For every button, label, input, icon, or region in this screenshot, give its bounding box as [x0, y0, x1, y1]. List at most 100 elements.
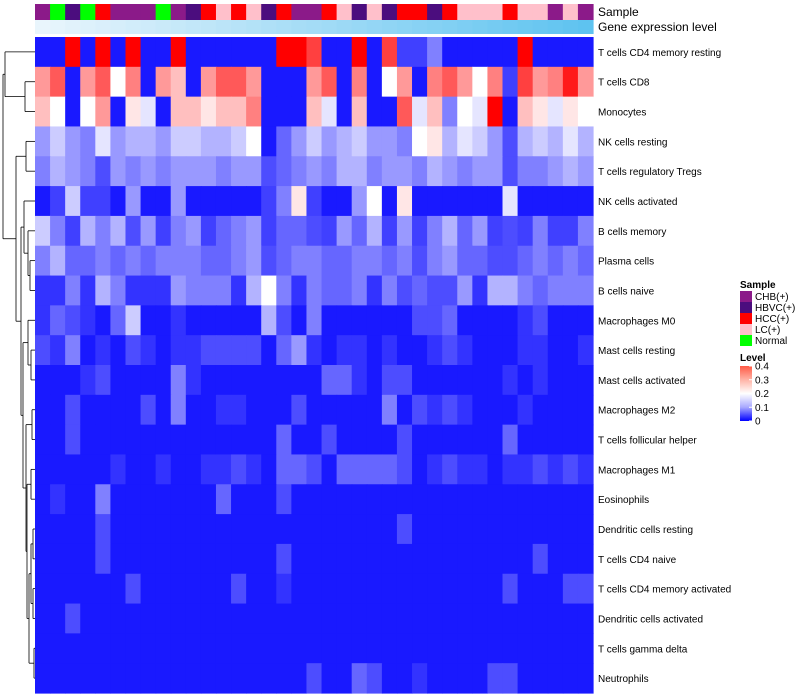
- heatmap-cell: [140, 335, 157, 366]
- heatmap-cell: [321, 454, 338, 485]
- heatmap-cell: [487, 126, 504, 157]
- heatmap-cell: [381, 96, 398, 128]
- heatmap-cell: [276, 514, 292, 545]
- row-label: B cells memory: [598, 227, 666, 238]
- sample-annotation-cell: [95, 4, 111, 20]
- heatmap-cell: [577, 96, 594, 128]
- heatmap-cell: [246, 484, 262, 515]
- heatmap-cell: [200, 365, 217, 396]
- row-label: T cells follicular helper: [598, 436, 697, 447]
- heatmap-cell: [577, 37, 594, 68]
- heatmap-cell: [65, 603, 81, 634]
- heatmap-cell: [246, 215, 262, 247]
- heatmap-cell: [562, 365, 579, 396]
- heatmap-cell: [95, 96, 111, 128]
- level-tick-label: 0: [755, 417, 761, 428]
- heatmap-cell: [65, 186, 81, 217]
- heatmap-cell: [231, 633, 247, 664]
- heatmap-cell: [35, 484, 51, 515]
- sample-annotation-cell: [35, 4, 51, 20]
- heatmap-cell: [50, 394, 66, 426]
- heatmap-cell: [50, 603, 66, 634]
- heatmap-cell: [472, 633, 489, 664]
- expression-annotation-cell: [577, 20, 594, 34]
- heatmap-cell: [125, 514, 142, 545]
- heatmap-cell: [215, 335, 232, 366]
- row-label: T cells regulatory Tregs: [598, 167, 702, 178]
- heatmap-cell: [381, 275, 398, 306]
- heatmap-cell: [306, 305, 323, 336]
- heatmap-cell: [517, 335, 534, 366]
- heatmap-cell: [366, 603, 383, 634]
- heatmap-cell: [487, 215, 504, 247]
- heatmap-cell: [336, 633, 353, 664]
- heatmap-cell: [200, 335, 217, 366]
- heatmap-cell: [427, 215, 443, 247]
- heatmap-cell: [517, 96, 534, 128]
- heatmap-cell: [547, 633, 564, 664]
- heatmap-cell: [95, 663, 111, 694]
- heatmap-cell: [442, 603, 458, 634]
- heatmap-cell: [110, 186, 127, 217]
- heatmap-cell: [562, 335, 579, 366]
- heatmap-cell: [517, 365, 534, 396]
- heatmap-cell: [215, 484, 232, 515]
- heatmap-cell: [381, 365, 398, 396]
- heatmap-cell: [185, 126, 202, 157]
- heatmap-cell: [351, 514, 368, 545]
- heatmap-cell: [457, 305, 473, 336]
- heatmap-cell: [110, 633, 127, 664]
- heatmap-cell: [95, 126, 111, 157]
- heatmap-cell: [532, 454, 549, 485]
- heatmap-cell: [215, 543, 232, 575]
- heatmap-cell: [95, 514, 111, 545]
- heatmap-cell: [80, 37, 96, 68]
- heatmap-cell: [185, 96, 202, 128]
- heatmap-cell: [215, 66, 232, 98]
- heatmap-cell: [35, 514, 51, 545]
- heatmap-cell: [231, 66, 247, 98]
- heatmap-cell: [577, 424, 594, 456]
- heatmap-cell: [246, 335, 262, 366]
- heatmap-cell: [336, 424, 353, 456]
- heatmap-cell: [155, 484, 172, 515]
- heatmap-cell: [381, 514, 398, 545]
- heatmap-cell: [381, 156, 398, 187]
- heatmap-cell: [261, 633, 277, 664]
- sample-annotation-cell: [155, 4, 172, 20]
- heatmap-cell: [427, 484, 443, 515]
- heatmap-cell: [412, 365, 428, 396]
- heatmap-cell: [170, 365, 187, 396]
- heatmap-cell: [185, 603, 202, 634]
- heatmap-cell: [200, 66, 217, 98]
- expression-annotation-cell: [442, 20, 458, 34]
- heatmap-cell: [246, 633, 262, 664]
- heatmap-cell: [457, 215, 473, 247]
- heatmap-cell: [155, 215, 172, 247]
- heatmap-cell: [306, 633, 323, 664]
- heatmap-cell: [215, 305, 232, 336]
- heatmap-cell: [366, 126, 383, 157]
- heatmap-cell: [65, 126, 81, 157]
- heatmap-cell: [291, 633, 308, 664]
- heatmap-cell: [427, 573, 443, 605]
- heatmap-cell: [246, 603, 262, 634]
- row-label: Macrophages M2: [598, 406, 676, 417]
- heatmap-cell: [502, 663, 519, 694]
- heatmap-cell: [472, 215, 489, 247]
- heatmap-cell: [231, 484, 247, 515]
- heatmap-cell: [351, 454, 368, 485]
- heatmap-cell: [457, 156, 473, 187]
- heatmap-cell: [442, 126, 458, 157]
- heatmap-cell: [215, 454, 232, 485]
- heatmap-cell: [110, 156, 127, 187]
- heatmap-cell: [306, 215, 323, 247]
- heatmap-cell: [65, 454, 81, 485]
- row-label: T cells CD4 memory resting: [598, 48, 721, 59]
- heatmap-cell: [276, 663, 292, 694]
- heatmap-cell: [532, 573, 549, 605]
- heatmap-cell: [412, 514, 428, 545]
- heatmap-cell: [412, 126, 428, 157]
- heatmap-cell: [381, 215, 398, 247]
- heatmap-cell: [80, 335, 96, 366]
